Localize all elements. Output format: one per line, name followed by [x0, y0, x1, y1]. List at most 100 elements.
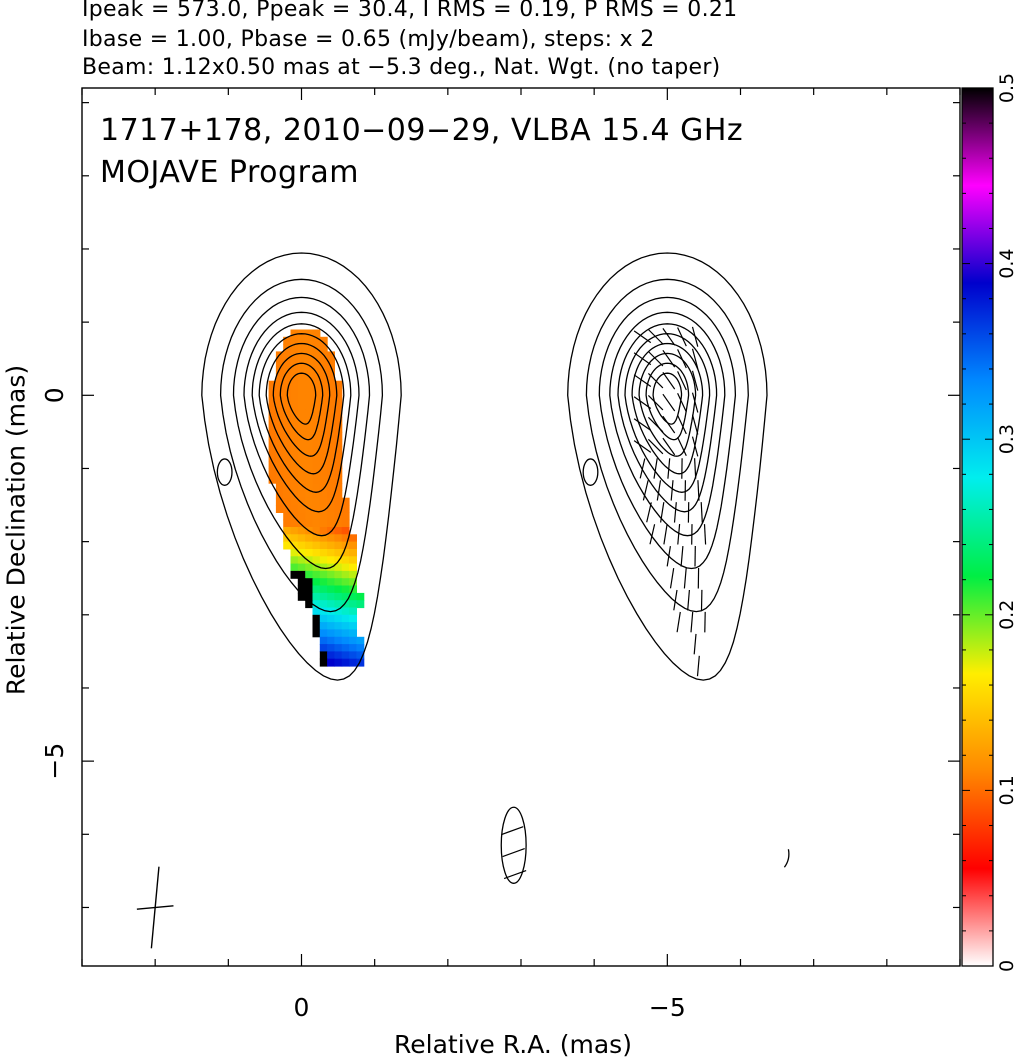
polarization-pixel: [319, 417, 328, 426]
polarization-pixel: [290, 549, 299, 557]
polarization-pixel: [305, 461, 314, 469]
evpa-tick: [633, 396, 652, 409]
polarization-pixel: [327, 388, 335, 396]
y-tick-label: 0: [40, 387, 69, 403]
polarization-pixel: [305, 344, 314, 352]
evpa-tick: [662, 437, 676, 456]
polarization-pixel: [312, 512, 321, 521]
evpa-tick: [677, 524, 681, 545]
polarization-pixel: [327, 366, 335, 374]
polarization-pixel: [312, 497, 321, 506]
contour-right: [598, 296, 737, 570]
polarization-pixel: [341, 622, 350, 630]
polarization-pixel: [297, 366, 306, 374]
evpa-tick: [676, 611, 681, 633]
contour-right: [652, 372, 683, 425]
polarization-pixel: [327, 395, 335, 404]
colorbar: 0 0.1 0.2 0.3 0.4 0.5: [961, 73, 1018, 972]
polarization-pixel: [297, 417, 306, 426]
polarization-pixel: [275, 402, 284, 411]
colorbar-tick-label: 0.1: [996, 775, 1018, 805]
polarization-pixel: [305, 534, 314, 543]
polarization-pixel: [319, 651, 328, 660]
polarization-pixel: [283, 336, 292, 345]
evpa-tick: [647, 394, 664, 411]
polarization-pixel: [305, 431, 314, 440]
polarization-pixel: [349, 556, 357, 565]
polarization-pixel: [290, 483, 299, 491]
polarization-pixel: [297, 534, 306, 543]
polarization-pixel: [349, 534, 357, 543]
polarization-pixel: [305, 578, 314, 587]
polarization-pixel: [334, 570, 343, 579]
polarization-pixel: [275, 380, 284, 389]
polarization-pixel: [305, 439, 314, 448]
polarization-pixel: [312, 505, 321, 513]
polarization-pixel: [305, 475, 314, 484]
polarization-pixel: [283, 468, 292, 477]
polarization-pixel: [349, 549, 357, 557]
polarization-pixel: [334, 453, 343, 462]
polarization-pixel: [312, 395, 321, 404]
evpa-tick: [667, 458, 671, 479]
polarization-pixel: [312, 388, 321, 396]
polarization-pixel: [327, 483, 335, 491]
evpa-tick: [656, 480, 662, 501]
polarization-pixel: [327, 585, 335, 594]
polarization-pixel: [319, 409, 328, 418]
polarization-pixel: [290, 527, 299, 535]
polarization-pixel: [334, 409, 343, 418]
polarization-pixel: [297, 461, 306, 469]
polarization-pixel: [297, 541, 306, 550]
contour-right: [645, 362, 690, 441]
polarization-pixel: [283, 424, 292, 433]
evpa-tick: [633, 374, 652, 387]
evpa-tick: [666, 546, 671, 567]
polarization-pixel: [349, 570, 357, 579]
colorbar-tick-label: 0.2: [996, 600, 1018, 630]
polarization-pixel: [327, 512, 335, 521]
polarization-pixel: [297, 483, 306, 491]
polarization-pixel: [341, 644, 350, 652]
polarization-pixel: [275, 373, 284, 382]
polarization-pixel: [319, 592, 328, 601]
polarization-pixel: [319, 614, 328, 623]
contour-left: [258, 333, 345, 493]
polarization-pixel: [334, 658, 343, 667]
polarization-pixel: [305, 358, 314, 367]
polarization-pixel: [319, 373, 328, 382]
polarization-pixel: [290, 461, 299, 469]
polarization-pixel: [275, 366, 284, 374]
polarization-pixel: [283, 395, 292, 404]
polarization-pixel: [290, 329, 299, 338]
evpa-tick: [683, 567, 687, 589]
polarization-pixel: [297, 549, 306, 557]
polarization-pixel: [312, 490, 321, 499]
polarization-pixel: [297, 497, 306, 506]
polarization-pixel: [275, 475, 284, 484]
evpa-tick: [687, 589, 690, 611]
polarization-pixel: [312, 527, 321, 535]
polarization-pixel: [327, 600, 335, 609]
polarization-pixel: [312, 453, 321, 462]
polarization-pixel: [334, 468, 343, 477]
polarization-pixel: [290, 490, 299, 499]
polarization-pixel: [327, 556, 335, 565]
evpa-tick: [697, 480, 700, 501]
polarization-pixel: [334, 600, 343, 609]
polarization-pixel: [327, 453, 335, 462]
polarization-pixel: [312, 329, 321, 338]
polarization-pixel: [327, 446, 335, 455]
polarization-pixel: [305, 453, 314, 462]
evpa-tick: [673, 589, 678, 611]
polarization-pixel: [319, 629, 328, 638]
polarization-pixel: [290, 366, 299, 374]
polarization-pixel: [305, 380, 314, 389]
evpa-tick: [662, 328, 676, 346]
polarization-pixel: [327, 373, 335, 382]
polarization-pixel: [334, 483, 343, 491]
polarization-pixel: [312, 431, 321, 440]
polarization-pixel: [297, 336, 306, 345]
x-tick-label: −5: [649, 993, 686, 1022]
polarization-pixel: [297, 373, 306, 382]
